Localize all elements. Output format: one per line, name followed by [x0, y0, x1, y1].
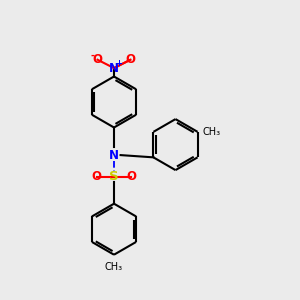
Text: O: O: [92, 170, 102, 183]
Text: CH₃: CH₃: [202, 127, 220, 137]
Text: O: O: [125, 53, 136, 66]
Text: N: N: [109, 148, 119, 162]
Text: S: S: [109, 170, 119, 183]
Text: N: N: [109, 61, 119, 75]
Text: O: O: [126, 170, 136, 183]
Text: +: +: [115, 59, 122, 68]
Text: CH₃: CH₃: [105, 262, 123, 272]
Text: O: O: [92, 53, 103, 66]
Text: -: -: [90, 50, 94, 61]
